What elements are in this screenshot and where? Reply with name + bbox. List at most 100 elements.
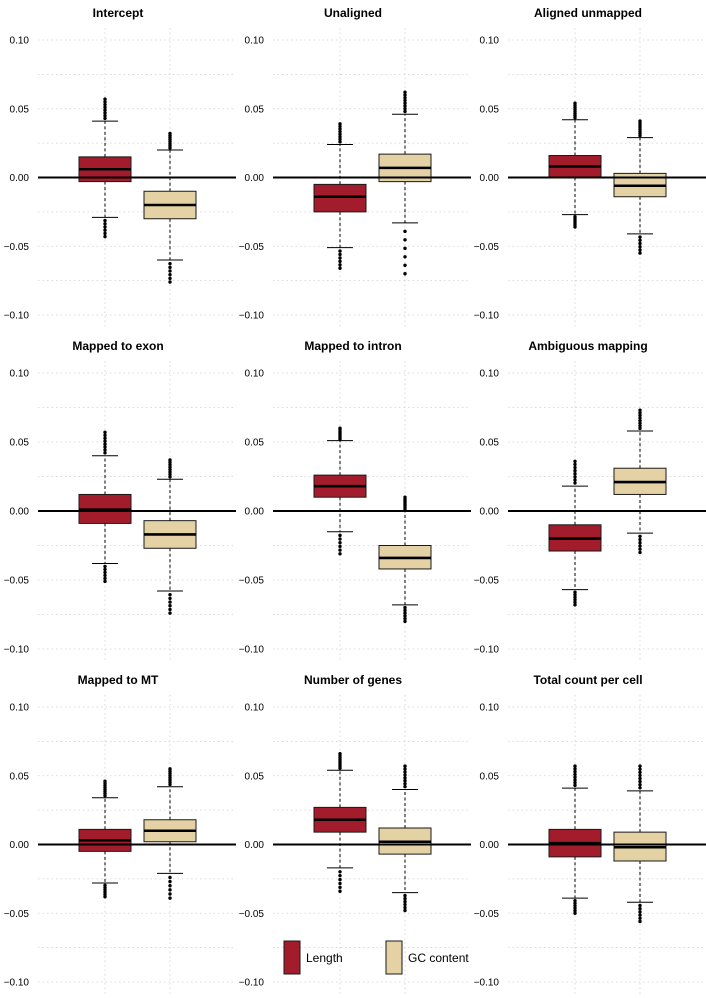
box-gc-content bbox=[378, 495, 432, 624]
legend-swatch bbox=[385, 940, 403, 975]
y-tick-label: 0.00 bbox=[480, 507, 500, 518]
outlier-point bbox=[103, 225, 107, 229]
outlier-point bbox=[168, 475, 172, 479]
outlier-point bbox=[338, 889, 342, 893]
outlier-point bbox=[338, 259, 342, 264]
outlier-point bbox=[103, 116, 107, 121]
outlier-point bbox=[168, 276, 172, 281]
outlier-point bbox=[103, 448, 107, 452]
outlier-point bbox=[338, 140, 342, 144]
outlier-point bbox=[573, 101, 577, 105]
y-tick-label: −0.05 bbox=[4, 909, 30, 920]
outlier-point bbox=[573, 909, 577, 913]
outlier-point bbox=[573, 481, 577, 485]
outlier-point bbox=[573, 478, 577, 482]
outlier-point bbox=[338, 132, 342, 136]
outlier-point bbox=[338, 263, 342, 267]
outlier-point bbox=[638, 241, 642, 246]
outlier-point bbox=[168, 458, 172, 462]
outlier-point bbox=[338, 541, 342, 545]
box-length bbox=[548, 101, 602, 229]
outlier-point bbox=[403, 495, 407, 499]
y-tick-label: 0.10 bbox=[10, 36, 30, 47]
outlier-point bbox=[403, 255, 407, 259]
outlier-point bbox=[403, 899, 407, 904]
outlier-point bbox=[338, 752, 342, 756]
panel-title: Number of genes bbox=[304, 673, 402, 687]
outlier-point bbox=[638, 119, 642, 123]
outlier-point bbox=[103, 430, 107, 435]
panel-9: Total count per cell 0.10 0.05 0.00 −0.05 −0.… bbox=[474, 673, 706, 994]
outlier-point bbox=[638, 786, 642, 790]
outlier-point bbox=[638, 235, 642, 239]
legend-item: Length bbox=[283, 940, 343, 975]
outlier-point bbox=[573, 590, 577, 594]
outlier-point bbox=[103, 228, 107, 232]
outlier-point bbox=[638, 238, 642, 242]
box-length bbox=[548, 459, 602, 607]
y-tick-label: 0.10 bbox=[480, 36, 500, 47]
outlier-point bbox=[338, 544, 342, 549]
box-gc-content bbox=[378, 764, 432, 913]
outlier-point bbox=[638, 421, 642, 425]
outlier-point bbox=[573, 475, 577, 479]
y-tick-label: −0.10 bbox=[239, 978, 265, 989]
panel-title: Mapped to intron bbox=[304, 339, 401, 353]
outlier-point bbox=[638, 776, 642, 781]
outlier-point bbox=[638, 767, 642, 771]
outlier-point bbox=[403, 893, 407, 898]
outlier-point bbox=[103, 570, 107, 575]
legend-item: GC content bbox=[385, 940, 469, 975]
y-tick-label: −0.05 bbox=[474, 576, 500, 587]
outlier-point bbox=[403, 770, 407, 774]
y-tick-label: −0.05 bbox=[4, 576, 30, 587]
outlier-point bbox=[403, 272, 407, 276]
legend-swatch bbox=[283, 940, 301, 975]
outlier-point bbox=[168, 879, 172, 884]
panel-title: Mapped to MT bbox=[78, 673, 159, 687]
outlier-point bbox=[573, 901, 577, 905]
y-tick-label: 0.05 bbox=[10, 438, 30, 449]
outlier-point bbox=[103, 231, 107, 236]
box-gc-content bbox=[143, 131, 197, 284]
panel-title: Intercept bbox=[93, 6, 144, 20]
outlier-point bbox=[573, 472, 577, 476]
outlier-point bbox=[103, 234, 107, 239]
outlier-point bbox=[403, 905, 407, 910]
panel-7: Mapped to MT 0.10 0.05 0.00 −0.05 −0.10 bbox=[4, 673, 236, 994]
outlier-point bbox=[403, 773, 407, 777]
legend-label: GC content bbox=[408, 951, 469, 965]
outlier-point bbox=[168, 593, 172, 597]
outlier-point bbox=[403, 90, 407, 94]
panel-title: Mapped to exon bbox=[72, 339, 163, 353]
y-tick-label: 0.00 bbox=[10, 840, 30, 851]
outlier-point bbox=[638, 547, 642, 551]
y-tick-label: −0.10 bbox=[239, 645, 265, 656]
outlier-point bbox=[573, 778, 577, 782]
outlier-point bbox=[338, 533, 342, 538]
outlier-point bbox=[638, 544, 642, 548]
y-tick-label: 0.10 bbox=[245, 36, 265, 47]
outlier-point bbox=[403, 107, 407, 111]
outlier-point bbox=[403, 784, 407, 789]
y-tick-label: 0.00 bbox=[245, 173, 265, 184]
outlier-point bbox=[103, 579, 107, 584]
outlier-point bbox=[638, 413, 642, 418]
outlier-point bbox=[403, 608, 407, 613]
y-tick-label: 0.05 bbox=[480, 771, 500, 782]
outlier-point bbox=[403, 908, 407, 913]
panel-8: Number of genes 0.10 0.05 0.00 −0.05 −0.10 bbox=[239, 673, 471, 994]
outlier-point bbox=[103, 895, 107, 899]
outlier-point bbox=[403, 779, 407, 783]
outlier-point bbox=[573, 780, 577, 785]
outlier-point bbox=[338, 135, 342, 139]
outlier-point bbox=[103, 779, 107, 783]
outlier-point bbox=[338, 873, 342, 878]
outlier-point bbox=[338, 137, 342, 142]
outlier-point bbox=[638, 416, 642, 420]
y-tick-label: −0.05 bbox=[4, 242, 30, 253]
outlier-point bbox=[168, 875, 172, 880]
outlier-point bbox=[403, 614, 407, 618]
y-tick-label: −0.10 bbox=[474, 645, 500, 656]
